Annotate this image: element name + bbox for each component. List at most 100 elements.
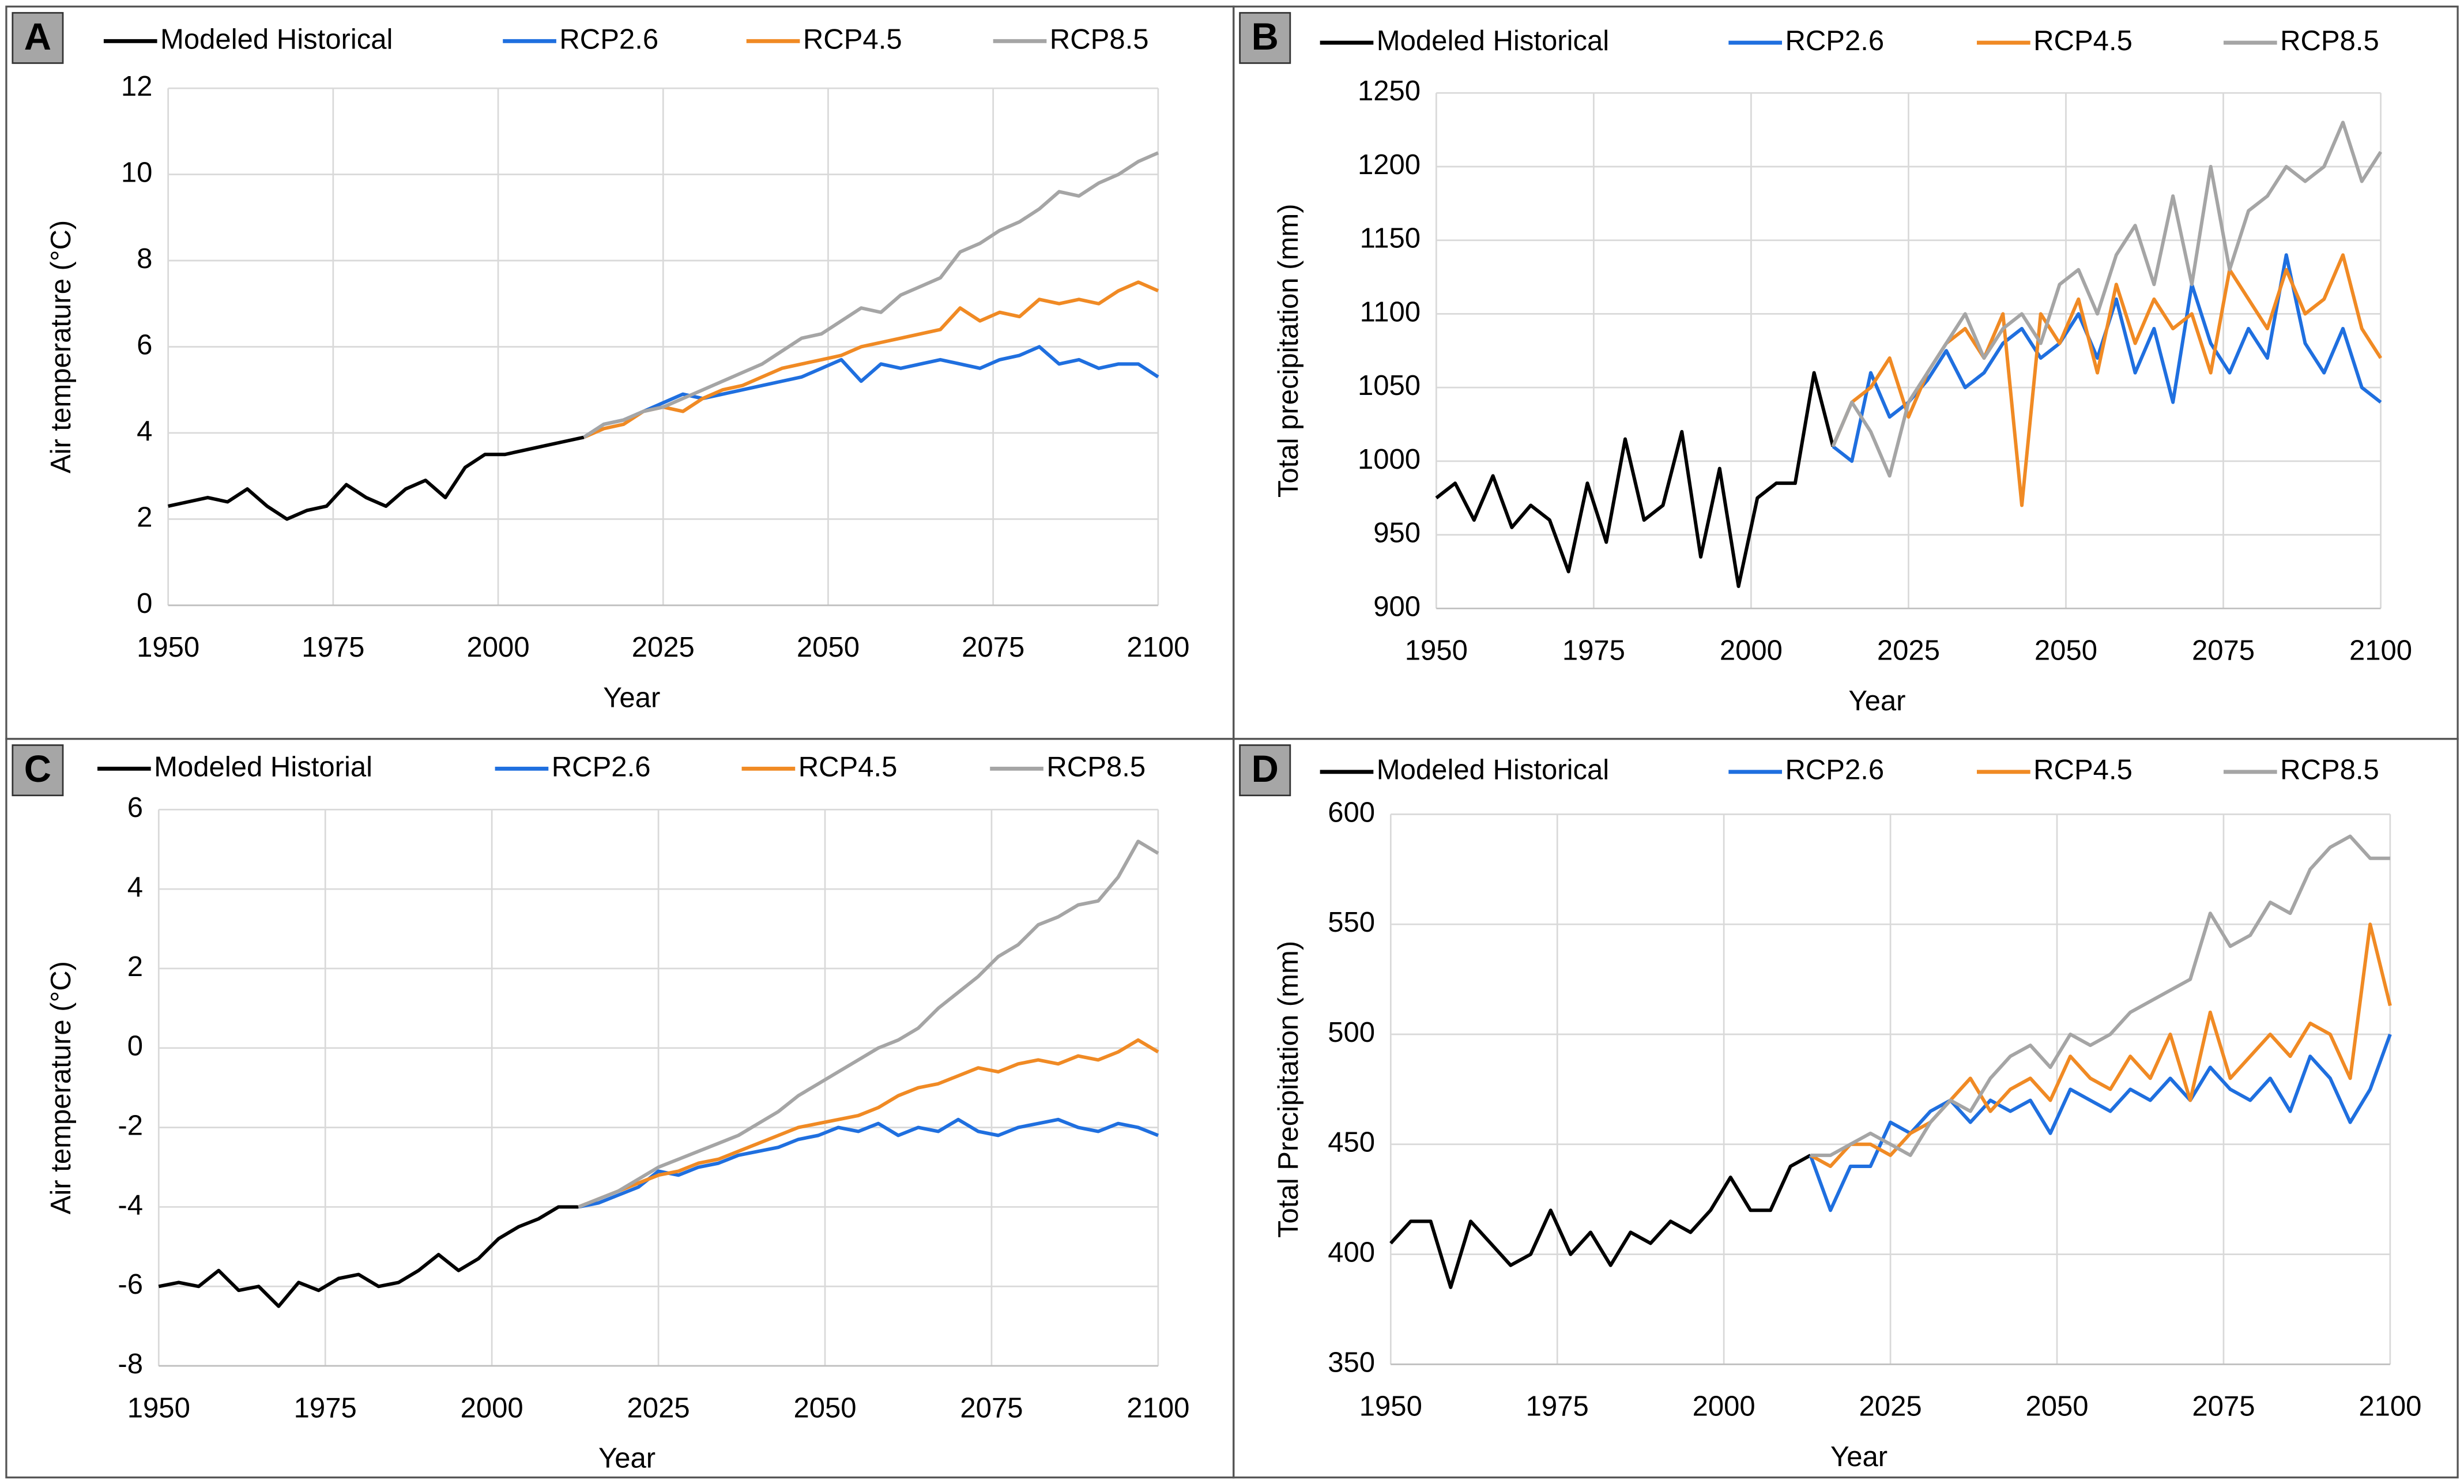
panel-label-box <box>12 744 64 797</box>
y-tick-label: 1150 <box>1360 223 1421 254</box>
y-tick-label: 2 <box>127 951 143 982</box>
y-tick-label: -8 <box>118 1349 143 1380</box>
legend-label: RCP2.6 <box>559 24 658 55</box>
x-tick-label: 1950 <box>1405 635 1468 666</box>
x-tick-label: 2025 <box>1859 1391 1922 1422</box>
y-tick-label: 0 <box>137 588 152 619</box>
x-tick-label: 2075 <box>962 632 1024 663</box>
y-tick-label: 950 <box>1373 518 1421 549</box>
y-axis-label: Total Precipitation (mm) <box>1273 941 1304 1238</box>
legend-label: RCP4.5 <box>798 751 898 782</box>
x-tick-label: 1975 <box>1526 1391 1589 1422</box>
legend-label: RCP4.5 <box>2033 25 2133 57</box>
y-tick-label: 900 <box>1373 591 1421 622</box>
y-tick-label: 500 <box>1328 1017 1375 1048</box>
x-tick-label: 1975 <box>1562 635 1625 666</box>
series-line <box>583 151 1159 439</box>
x-tick-label: 2075 <box>2192 635 2255 666</box>
y-tick-label: 6 <box>127 792 143 823</box>
x-tick-label: 2000 <box>467 632 530 663</box>
series-line <box>1831 120 2383 478</box>
x-tick-label: 2100 <box>2358 1391 2421 1422</box>
y-tick-label: 12 <box>121 71 153 102</box>
x-tick-label: 1975 <box>294 1392 357 1423</box>
x-tick-label: 1975 <box>302 632 364 663</box>
series-line <box>1435 371 1835 588</box>
x-tick-label: 2050 <box>2025 1391 2088 1422</box>
x-tick-label: 2075 <box>960 1392 1023 1423</box>
series-line <box>158 1205 579 1308</box>
x-axis-label: Year <box>598 1443 655 1474</box>
x-tick-label: 2000 <box>1720 635 1783 666</box>
legend-label: Modeled Historical <box>1377 25 1609 57</box>
y-tick-label: 350 <box>1328 1347 1375 1378</box>
y-tick-label: 450 <box>1328 1127 1375 1158</box>
y-tick-label: 10 <box>121 157 153 188</box>
x-tick-label: 2050 <box>2035 635 2097 666</box>
series-line <box>583 345 1159 439</box>
panel-label: A <box>24 16 51 58</box>
series-line <box>168 435 585 521</box>
x-tick-label: 2075 <box>2192 1391 2255 1422</box>
legend-label: RCP2.6 <box>1785 755 1884 786</box>
y-tick-label: 400 <box>1328 1237 1375 1268</box>
y-axis-label: Air temperature (°C) <box>46 961 77 1214</box>
legend-label: RCP8.5 <box>2280 25 2379 57</box>
x-tick-label: 2100 <box>1126 1392 1189 1423</box>
y-axis-label: Total precipitation (mm) <box>1273 204 1304 498</box>
panel-label: D <box>1252 748 1279 790</box>
x-tick-label: 2050 <box>797 632 860 663</box>
series-line <box>578 839 1159 1209</box>
panel-border <box>1233 737 2459 1479</box>
x-tick-label: 2025 <box>627 1392 690 1423</box>
x-tick-label: 2100 <box>2349 635 2412 666</box>
series-line <box>583 280 1159 439</box>
x-tick-label: 1950 <box>137 632 199 663</box>
panel-label-box <box>1239 12 1291 64</box>
series-line <box>578 1117 1159 1209</box>
legend-label: RCP4.5 <box>2033 755 2133 786</box>
x-tick-label: 2000 <box>461 1392 523 1423</box>
legend-label: Modeled Historical <box>160 24 393 55</box>
y-tick-label: 1200 <box>1358 149 1421 180</box>
panel-label-box <box>12 12 64 64</box>
y-tick-label: 1250 <box>1358 76 1421 107</box>
y-tick-label: 600 <box>1328 797 1375 828</box>
panel-label: B <box>1252 16 1279 58</box>
y-tick-label: 1050 <box>1358 370 1421 401</box>
legend-label: RCP2.6 <box>552 751 651 782</box>
y-axis-label: Air temperature (°C) <box>46 220 77 473</box>
series-line <box>1810 834 2390 1157</box>
legend-label: RCP8.5 <box>1050 24 1149 55</box>
x-tick-label: 2025 <box>1877 635 1940 666</box>
x-tick-label: 2050 <box>793 1392 856 1423</box>
legend-label: Modeled Historical <box>1377 755 1609 786</box>
y-tick-label: 4 <box>127 872 143 903</box>
legend-label: RCP4.5 <box>803 24 902 55</box>
x-axis-label: Year <box>603 682 660 713</box>
y-tick-label: -2 <box>118 1110 143 1142</box>
series-line <box>1809 922 2392 1168</box>
y-tick-label: 2 <box>137 502 152 533</box>
y-tick-label: 550 <box>1328 907 1375 938</box>
x-axis-label: Year <box>1830 1441 1887 1472</box>
y-tick-label: -6 <box>118 1269 143 1300</box>
series-line <box>578 1038 1159 1209</box>
x-tick-label: 2025 <box>632 632 695 663</box>
legend-label: RCP8.5 <box>2280 755 2379 786</box>
panel-label: C <box>24 748 51 790</box>
x-tick-label: 1950 <box>127 1392 190 1423</box>
y-tick-label: 1100 <box>1360 296 1421 327</box>
legend-label: Modeled Historial <box>154 751 372 782</box>
x-axis-label: Year <box>1848 685 1905 717</box>
legend-label: RCP8.5 <box>1046 751 1146 782</box>
x-tick-label: 2000 <box>1693 1391 1755 1422</box>
x-tick-label: 1950 <box>1359 1391 1422 1422</box>
y-tick-label: 0 <box>127 1031 143 1062</box>
x-tick-label: 2100 <box>1126 632 1189 663</box>
series-line <box>1389 1154 1811 1289</box>
panel-label-box <box>1239 744 1291 797</box>
y-tick-label: 4 <box>137 416 152 447</box>
